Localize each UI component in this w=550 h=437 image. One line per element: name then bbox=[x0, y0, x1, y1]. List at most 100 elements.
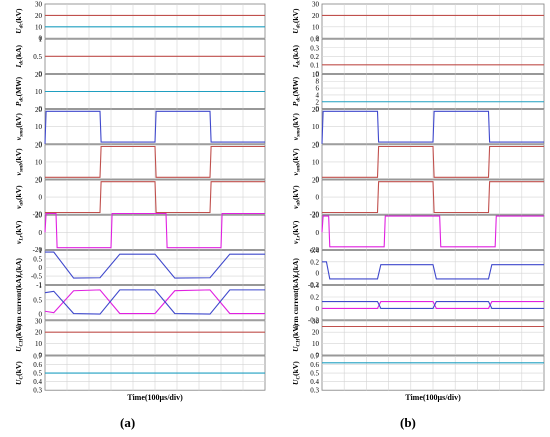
y-tick-label: 0.3 bbox=[33, 387, 42, 395]
series-line-magenta bbox=[321, 215, 544, 248]
y-tick-label: 0 bbox=[316, 305, 320, 313]
y-tick-label: 0.5 bbox=[310, 370, 319, 378]
y-tick-label: 0.2 bbox=[310, 258, 319, 266]
y-tick-label: 10 bbox=[312, 340, 320, 348]
series-line-blue bbox=[321, 110, 544, 144]
y-tick-label: -0.5 bbox=[31, 273, 43, 281]
y-tick-label: -1 bbox=[36, 281, 42, 289]
y-axis-label: Idc(kA) bbox=[291, 44, 302, 68]
y-axis-label: Pdc(MW) bbox=[14, 76, 25, 106]
y-tick-label: 0.4 bbox=[310, 282, 319, 290]
panel-b: 0102030Udc(kV)00.10.20.30.4Idc(kA)024681… bbox=[291, 1, 545, 402]
panel-a: 0102030Udc(kV)00.51Idc(kA)01020Pdc(MW)01… bbox=[14, 1, 266, 402]
y-tick-label: -0.2 bbox=[308, 316, 320, 324]
y-tick-label: 0 bbox=[39, 194, 43, 202]
y-tick-label: 0 bbox=[316, 229, 320, 237]
y-axis-label: vsma(kV) bbox=[291, 113, 302, 141]
y-axis-label: vsmb(kV) bbox=[14, 148, 25, 176]
y-tick-label: -20 bbox=[310, 211, 320, 219]
y-axis-label: ir(kA) bbox=[291, 258, 302, 277]
caption-a: (a) bbox=[120, 415, 136, 430]
y-tick-label: 10 bbox=[35, 23, 43, 31]
y-axis-label: Pdc(MW) bbox=[291, 76, 302, 106]
subplot-b-4: 0 10 20 vsmb(kV) bbox=[291, 141, 545, 184]
y-tick-label: 0.2 bbox=[310, 294, 319, 302]
y-tick-label: 0.4 bbox=[310, 36, 319, 44]
y-axis-label: vab(kV) bbox=[291, 185, 302, 209]
series-line-red bbox=[45, 181, 265, 214]
y-tick-label: 20 bbox=[35, 329, 43, 337]
y-tick-label: 0 bbox=[39, 311, 43, 319]
y-tick-label: 0 bbox=[316, 140, 320, 148]
y-tick-label: 0 bbox=[39, 229, 43, 237]
y-tick-label: 20 bbox=[312, 177, 320, 185]
y-tick-label: 20 bbox=[35, 106, 43, 114]
y-tick-label: 0.7 bbox=[33, 353, 42, 361]
subplot-a-2: 0 10 20 Pdc(MW) bbox=[14, 71, 266, 113]
y-tick-label: 0 bbox=[39, 352, 43, 360]
y-tick-label: 0.7 bbox=[310, 353, 319, 361]
y-tick-label: 20 bbox=[35, 12, 43, 20]
y-tick-label: 0 bbox=[39, 264, 43, 272]
y-tick-label: 10 bbox=[312, 158, 320, 166]
y-axis-label: arm current(kA) bbox=[14, 275, 23, 329]
y-axis-label: vLr(kV) bbox=[291, 220, 302, 244]
caption-b: (b) bbox=[400, 415, 416, 430]
series-line-blue bbox=[44, 110, 265, 144]
y-tick-label: 0.3 bbox=[310, 44, 319, 52]
y-tick-label: 0 bbox=[316, 176, 320, 184]
subplot-a-6: -20 0 20 vLr(kV) bbox=[14, 212, 266, 254]
series-line-blue bbox=[45, 251, 265, 279]
y-tick-label: 10 bbox=[312, 123, 320, 131]
y-tick-label: 20 bbox=[312, 329, 320, 337]
subplot-a-9: 0 10 20 30 UCH(kV) bbox=[14, 317, 266, 360]
y-tick-label: 0.6 bbox=[33, 361, 42, 369]
y-axis-label: Udc(kV) bbox=[14, 8, 25, 34]
y-axis-label: vsma(kV) bbox=[14, 113, 25, 141]
y-tick-label: 0.5 bbox=[33, 370, 42, 378]
y-axis-label: vLr(kV) bbox=[14, 220, 25, 244]
subplot-a-3: 0 10 20 vsma(kV) bbox=[14, 106, 266, 148]
y-tick-label: 30 bbox=[312, 1, 320, 9]
series-line-red bbox=[322, 145, 544, 178]
subplot-b-9: 0 10 20 30 UCH(kV) bbox=[291, 317, 545, 360]
subplot-b-10: 0.30.40.50.60.7 UC(kV) bbox=[291, 353, 545, 395]
y-tick-label: 2 bbox=[316, 98, 320, 106]
series-line-blue bbox=[44, 289, 265, 315]
y-tick-label: 1 bbox=[39, 282, 43, 290]
y-tick-label: 0 bbox=[39, 140, 43, 148]
y-tick-label: 0.4 bbox=[310, 378, 319, 386]
y-tick-label: 20 bbox=[35, 71, 43, 79]
y-tick-label: 20 bbox=[312, 212, 320, 220]
subplot-b-3: 0 10 20 vsma(kV) bbox=[291, 106, 545, 148]
y-tick-label: 20 bbox=[35, 177, 43, 185]
y-tick-label: 30 bbox=[312, 317, 320, 325]
y-tick-label: 0.1 bbox=[310, 61, 319, 69]
y-tick-label: 1 bbox=[39, 36, 43, 44]
y-axis-label: UCH(kV) bbox=[14, 323, 25, 351]
y-tick-label: 20 bbox=[312, 12, 320, 20]
y-tick-label: 0.4 bbox=[33, 378, 42, 386]
series-line-blue bbox=[322, 301, 544, 309]
y-tick-label: 0 bbox=[39, 105, 43, 113]
y-axis-label: vab(kV) bbox=[14, 185, 25, 209]
y-tick-label: 20 bbox=[35, 141, 43, 149]
y-axis-label: UCH(kV) bbox=[291, 323, 302, 351]
y-axis-label: Idc(kA) bbox=[14, 44, 25, 68]
series-line-red bbox=[322, 181, 544, 214]
y-axis-label: vsmb(kV) bbox=[291, 148, 302, 176]
y-tick-label: 10 bbox=[35, 340, 43, 348]
y-tick-label: 10 bbox=[35, 158, 43, 166]
subplot-a-1: 0 0.5 1 Idc(kA) bbox=[14, 36, 266, 78]
x-axis-label: Time(100μs/div) bbox=[127, 393, 183, 402]
y-tick-label: 0 bbox=[316, 270, 320, 278]
y-tick-label: 10 bbox=[312, 71, 320, 79]
y-axis-label: Udc(kV) bbox=[291, 8, 302, 34]
y-tick-label: 10 bbox=[312, 23, 320, 31]
y-axis-label: arm current(kA) bbox=[291, 275, 300, 329]
y-tick-label: 6 bbox=[316, 85, 320, 93]
y-tick-label: 10 bbox=[35, 123, 43, 131]
